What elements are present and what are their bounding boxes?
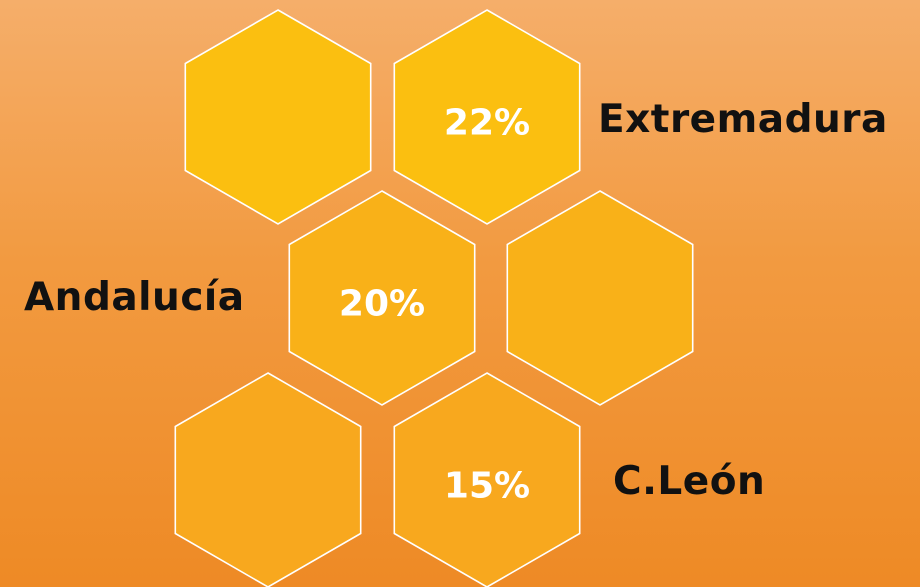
hex-value-text: 15% [444, 466, 530, 507]
label-andalucia: Andalucía [24, 275, 245, 320]
hexagon-shape [393, 9, 581, 225]
hexagon-shape [393, 372, 581, 587]
hex-top-left [184, 9, 372, 225]
hex-cleon: 15% [393, 372, 581, 587]
hexagon-shape [288, 190, 476, 406]
hexagon-shape [506, 190, 694, 406]
hex-value-text: 20% [339, 284, 425, 325]
hex-andalucia: 20% [288, 190, 476, 406]
hexagon-shape [184, 9, 372, 225]
label-extremadura: Extremadura [598, 97, 888, 142]
hex-bottom-left [174, 372, 362, 587]
hexagon-shape [174, 372, 362, 587]
hex-extremadura: 22% [393, 9, 581, 225]
label-cleon: C.León [613, 459, 766, 504]
hex-value-text: 22% [444, 103, 530, 144]
hex-mid-right [506, 190, 694, 406]
